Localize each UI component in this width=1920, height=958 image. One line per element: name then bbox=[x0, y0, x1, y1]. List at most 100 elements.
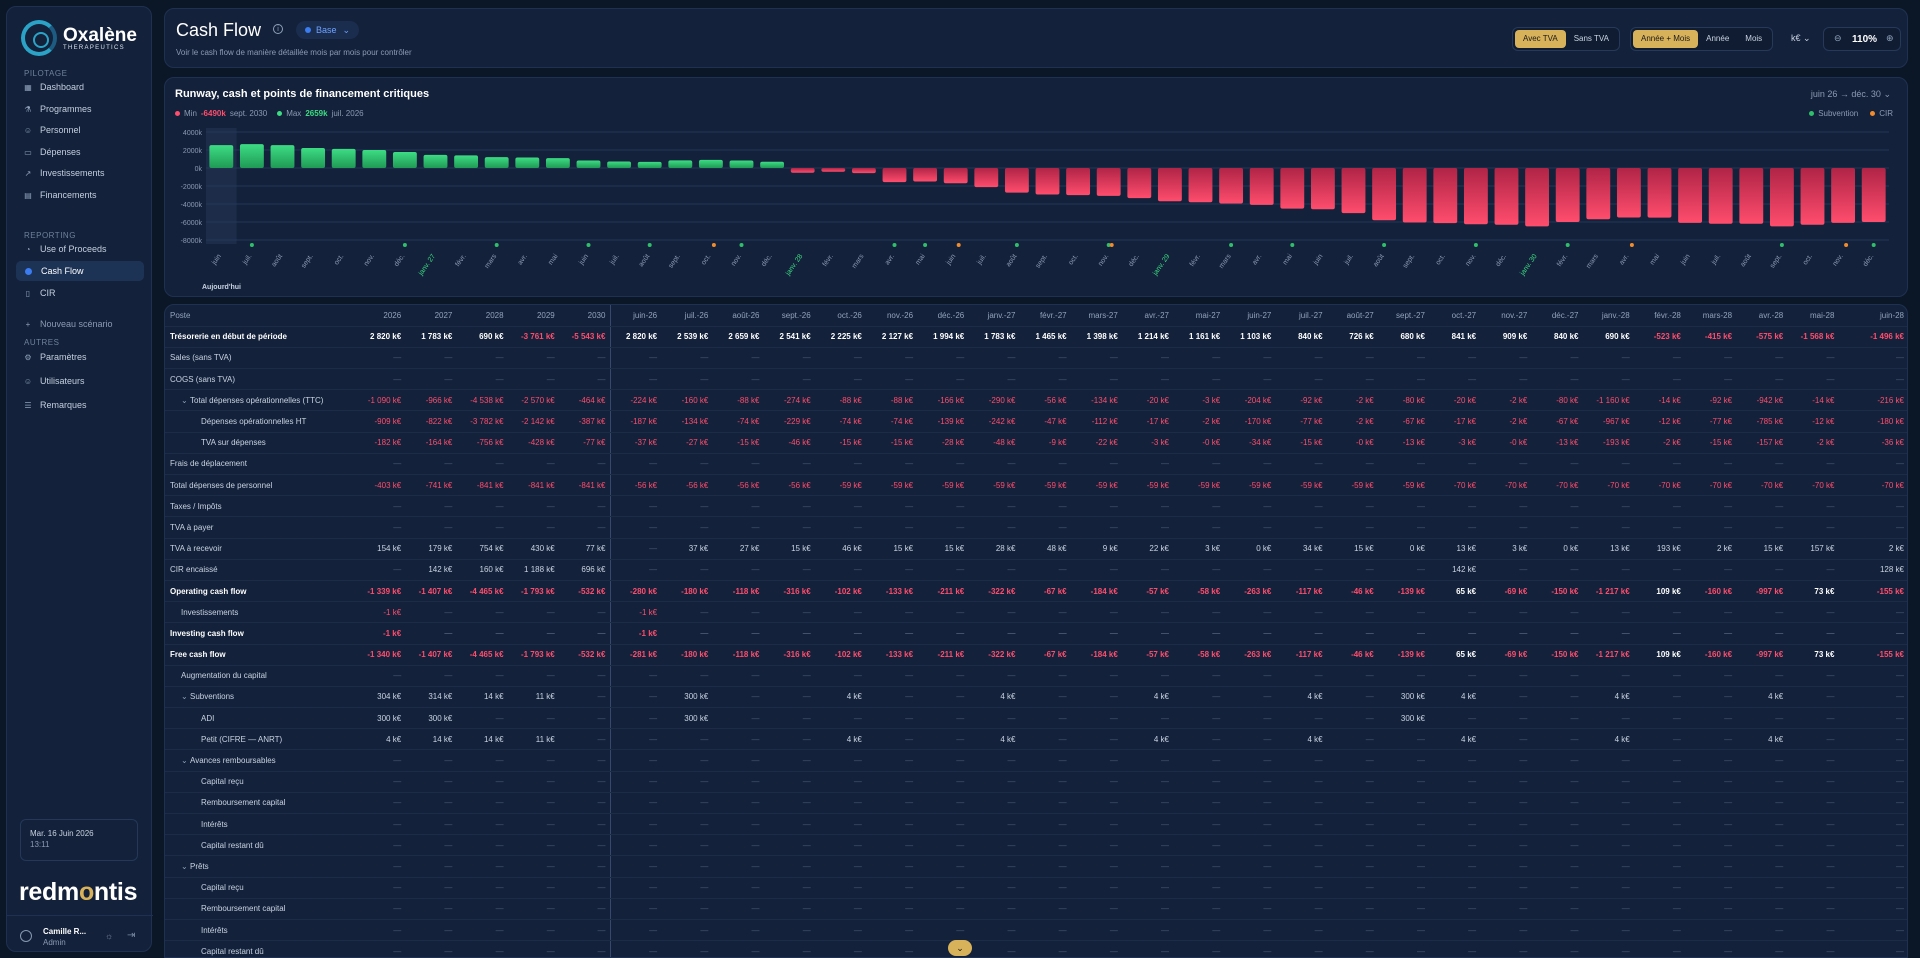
table-cell: 300 k€ bbox=[662, 707, 714, 730]
table-cell: — bbox=[1174, 559, 1226, 581]
table-cell: — bbox=[457, 707, 509, 730]
theme-icon[interactable]: ☼ bbox=[105, 931, 114, 941]
row-label-text: Dépenses opérationnelles HT bbox=[201, 417, 307, 427]
nav-use-of-proceeds[interactable]: ◔ Use of Proceeds bbox=[16, 239, 144, 259]
table-cell: -3 k€ bbox=[1122, 432, 1174, 454]
nav-personnel[interactable]: ☺ Personnel bbox=[16, 120, 144, 140]
table-cell: — bbox=[1481, 771, 1533, 793]
table-cell: — bbox=[969, 898, 1021, 920]
table-cell: -70 k€ bbox=[1788, 474, 1840, 497]
table-cell: — bbox=[406, 771, 458, 793]
chevron-down-icon[interactable]: ⌄ bbox=[181, 395, 188, 405]
table-row[interactable]: ⌄ Total dépenses opérationnelles (TTC) -1 … bbox=[165, 389, 1907, 412]
table-cell: — bbox=[1839, 855, 1907, 878]
table-cell: -117 k€ bbox=[1276, 580, 1328, 603]
table-cell: — bbox=[457, 347, 509, 370]
table-cell: — bbox=[866, 877, 919, 899]
table-row[interactable]: ⌄ Prêts — — — — — — — — — — — — — — — — — — — — — — — — — — — — — — bbox=[165, 855, 1907, 878]
table-cell: — bbox=[406, 792, 458, 815]
brand-part: redm bbox=[19, 878, 79, 906]
range-select[interactable]: juin 26 → déc. 30 ⌄ bbox=[1811, 89, 1891, 100]
nav-new-scenario[interactable]: + Nouveau scénario bbox=[16, 314, 144, 334]
user-card[interactable]: Camille R... Admin ☼ ⇥ bbox=[7, 915, 153, 951]
table-cell: — bbox=[508, 495, 560, 518]
chevron-down-icon[interactable]: ⌄ bbox=[181, 861, 188, 871]
table-cell: — bbox=[1122, 368, 1174, 391]
table-cell: -118 k€ bbox=[713, 644, 765, 666]
zoom-out-icon[interactable]: ⊖ bbox=[1834, 33, 1842, 43]
table-cell: — bbox=[713, 834, 765, 857]
column-header: mars-27 bbox=[1071, 305, 1123, 327]
view-year-month-button[interactable]: Année + Mois bbox=[1633, 30, 1699, 48]
info-icon[interactable]: i bbox=[273, 24, 283, 34]
table-cell: -160 k€ bbox=[1685, 580, 1738, 603]
table-cell: 1 465 k€ bbox=[1020, 326, 1072, 348]
view-year-button[interactable]: Année bbox=[1706, 34, 1730, 43]
table-cell: — bbox=[713, 707, 765, 730]
logout-icon[interactable]: ⇥ bbox=[127, 930, 136, 941]
cash-bar-negative bbox=[1219, 168, 1244, 204]
company-logo[interactable]: Oxalène THERAPEUTICS bbox=[21, 20, 137, 56]
nav-programmes[interactable]: ⚗ Programmes bbox=[16, 99, 144, 119]
nav-dashboard[interactable]: ▦ Dashboard bbox=[16, 77, 144, 97]
table-cell: — bbox=[1020, 516, 1072, 539]
current-time: 13:11 bbox=[30, 840, 50, 849]
nav-depenses[interactable]: ▭ Dépenses bbox=[16, 142, 144, 162]
nav-utilisateurs[interactable]: ☺ Utilisateurs bbox=[16, 371, 144, 391]
table-cell: — bbox=[662, 601, 714, 624]
nav-financements[interactable]: ▤ Financements bbox=[16, 185, 144, 205]
nav-investissements[interactable]: ↗ Investissements bbox=[16, 163, 144, 183]
table-cell: — bbox=[1020, 940, 1072, 957]
table-cell: — bbox=[969, 940, 1021, 957]
nav-cash-flow[interactable]: Cash Flow bbox=[16, 261, 144, 281]
table-cell: — bbox=[1685, 728, 1738, 751]
nav-cir[interactable]: ▯ CIR bbox=[16, 283, 144, 303]
table-cell: — bbox=[1481, 622, 1533, 645]
table-cell: — bbox=[457, 516, 509, 539]
column-header: 2027 bbox=[406, 305, 458, 327]
unit-select[interactable]: k€ ⌄ bbox=[1791, 33, 1811, 44]
table-cell: — bbox=[866, 749, 919, 772]
view-month-button[interactable]: Mois bbox=[1745, 34, 1763, 43]
x-tick-label: mai bbox=[915, 253, 927, 267]
cash-bar-negative bbox=[1433, 168, 1458, 224]
table-cell: 34 k€ bbox=[1276, 538, 1328, 560]
tva-off-button[interactable]: Sans TVA bbox=[1573, 34, 1609, 43]
table-cell: -70 k€ bbox=[1481, 474, 1533, 497]
cash-bar-negative bbox=[1708, 168, 1733, 224]
nav-remarques[interactable]: ☰ Remarques bbox=[16, 395, 144, 415]
table-cell: — bbox=[457, 834, 509, 857]
table-row[interactable]: ⌄ Avances remboursables — — — — — — — — — — — — — — — — — —… bbox=[165, 749, 1907, 772]
table-cell: -204 k€ bbox=[1225, 389, 1277, 412]
zoom-in-icon[interactable]: ⊕ bbox=[1886, 33, 1894, 43]
table-cell: 2 820 k€ bbox=[355, 326, 407, 348]
table-cell: -224 k€ bbox=[610, 389, 663, 412]
table-cell: — bbox=[610, 919, 663, 942]
table-cell: — bbox=[1532, 559, 1584, 581]
x-tick-label: déc. bbox=[393, 253, 406, 268]
row-label: TVA à recevoir bbox=[165, 538, 355, 560]
table-cell: 4 k€ bbox=[355, 728, 407, 751]
table-cell: — bbox=[713, 622, 765, 645]
scroll-down-button[interactable]: ⌄ bbox=[948, 940, 972, 956]
table-cell: — bbox=[1225, 707, 1277, 730]
table-cell: — bbox=[1071, 749, 1123, 772]
column-header: août-27 bbox=[1327, 305, 1379, 327]
tva-on-button[interactable]: Avec TVA bbox=[1515, 30, 1566, 48]
table-cell: — bbox=[1225, 665, 1277, 687]
scenario-select[interactable]: Base ⌄ bbox=[296, 21, 360, 39]
subvention-marker bbox=[1473, 243, 1478, 247]
table-cell: — bbox=[457, 792, 509, 815]
chevron-down-icon[interactable]: ⌄ bbox=[181, 692, 188, 702]
table-cell: — bbox=[1071, 368, 1123, 391]
table-cell: -77 k€ bbox=[1276, 410, 1328, 433]
row-label: Operating cash flow bbox=[165, 580, 355, 603]
nav-parametres[interactable]: ⚙ Paramètres bbox=[16, 347, 144, 367]
table-cell: — bbox=[764, 792, 816, 815]
table-cell: -15 k€ bbox=[815, 432, 867, 454]
table-cell: -150 k€ bbox=[1532, 580, 1584, 603]
chevron-down-icon[interactable]: ⌄ bbox=[181, 756, 188, 766]
cash-bar-negative bbox=[1831, 168, 1856, 223]
table-cell: — bbox=[713, 877, 765, 899]
table-row[interactable]: ⌄ Subventions 304 k€ 314 k€ 14 k€ 11 k€ — —300 … bbox=[165, 686, 1907, 709]
